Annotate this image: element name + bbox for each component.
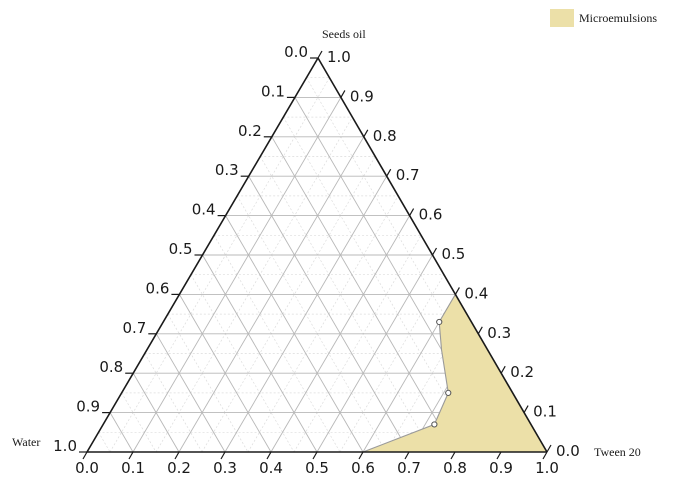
tick-label-bottom: 0.0 [75, 459, 99, 477]
tick-right [454, 287, 460, 295]
tick-label-right: 0.1 [533, 403, 557, 421]
tick-label-right: 0.2 [510, 363, 534, 381]
tick-bottom [128, 451, 134, 460]
tick-right [317, 50, 323, 59]
minor-grid-line-water [98, 432, 111, 453]
tick-label-right: 0.6 [419, 206, 443, 224]
tick-label-bottom: 0.4 [259, 459, 283, 477]
legend-swatch [550, 9, 574, 27]
tick-right [386, 168, 392, 177]
vertex-label-right: Tween 20 [594, 445, 641, 459]
tick-label-left: 0.5 [169, 240, 193, 258]
minor-grid-line-water [167, 313, 249, 453]
major-grid [109, 96, 525, 453]
vertex-label-top: Seeds oil [322, 27, 366, 41]
tick-label-bottom: 1.0 [535, 459, 559, 477]
tick-bottom [542, 451, 548, 460]
grid-line-water [109, 412, 134, 453]
tick-label-left: 0.1 [261, 82, 285, 100]
tick-label-right: 0.8 [373, 127, 397, 145]
grid-line-water [248, 175, 410, 453]
minor-grid-line-tween [293, 235, 422, 453]
microemulsion-region [363, 294, 547, 452]
tick-right [523, 405, 529, 413]
tick-label-right: 0.3 [487, 324, 511, 342]
tick-labels: 0.0 0.0 0.0 0.1 0.1 0.1 0.2 0.2 0.2 0.3 0.3 0.3 0.4 0… [53, 43, 580, 477]
tick-label-bottom: 0.8 [443, 459, 467, 477]
grid-line-tween [316, 254, 433, 453]
minor-grid-line-water [190, 274, 295, 453]
minor-grid-line-water [213, 235, 341, 453]
tick-label-right: 1.0 [327, 48, 351, 66]
legend-label: Microemulsions [579, 11, 657, 25]
minor-grid-line-tween [155, 116, 353, 453]
tick-label-right: 0.0 [556, 442, 580, 460]
tick-label-left: 0.8 [99, 358, 123, 376]
tick-bottom [174, 451, 180, 460]
tick-bottom [450, 451, 456, 460]
minor-grid-line-water [144, 353, 203, 453]
tick-bottom [312, 451, 318, 460]
grid-line-tween [132, 97, 342, 453]
minor-grid-line-tween [201, 156, 376, 453]
tick-label-right: 0.9 [350, 87, 374, 105]
microemulsion-region-layer [362, 294, 547, 453]
tick-right [363, 129, 369, 138]
minor-grid-line-water [283, 116, 479, 453]
tick-label-bottom: 0.1 [121, 459, 145, 477]
tick-label-left: 0.9 [76, 398, 100, 416]
tick-label-left: 0.3 [215, 161, 239, 179]
tick-label-bottom: 0.5 [305, 459, 329, 477]
minor-grid-line-tween [247, 195, 399, 453]
tick-bottom [266, 451, 272, 460]
grid-line-tween [224, 175, 388, 453]
tick-label-bottom: 0.3 [213, 459, 237, 477]
tick-label-right: 0.5 [442, 245, 466, 263]
tick-bottom [82, 451, 88, 460]
boundary-point [431, 421, 438, 428]
grid-line-water [132, 372, 180, 453]
tick-label-left: 0.0 [284, 43, 308, 61]
region-boundary [362, 294, 456, 453]
tick-label-right: 0.4 [464, 284, 488, 302]
vertex-label-left: Water [12, 435, 40, 449]
tick-label-right: 0.7 [396, 166, 420, 184]
boundary-point [445, 389, 452, 396]
minor-grid-line-water [121, 392, 157, 453]
tick-label-bottom: 0.2 [167, 459, 191, 477]
tick-marks [79, 50, 552, 460]
tick-right [500, 365, 506, 374]
boundary-point [436, 318, 443, 326]
grid-line-water [202, 254, 318, 453]
tick-right [431, 247, 438, 256]
tick-right [546, 444, 552, 453]
minor-grid-line-water [259, 156, 433, 453]
tick-label-bottom: 0.9 [489, 459, 513, 477]
minor-grid-line-water [236, 195, 387, 453]
minor-grid-line-tween [109, 77, 330, 453]
tick-label-left: 0.7 [122, 319, 146, 337]
tick-label-left: 0.2 [238, 122, 262, 140]
tick-bottom [496, 451, 502, 460]
tick-bottom [404, 451, 410, 460]
tick-right [340, 90, 346, 98]
minor-grid-line-tween [339, 274, 445, 453]
tick-bottom [220, 451, 226, 460]
grid-line-water [179, 294, 272, 453]
tick-bottom [358, 451, 364, 460]
tick-right [477, 326, 483, 335]
tick-label-bottom: 0.7 [397, 459, 421, 477]
tick-label-bottom: 0.6 [351, 459, 375, 477]
tick-label-left: 0.6 [146, 279, 170, 297]
tick-label-left: 1.0 [53, 437, 77, 455]
grid-line-water [155, 333, 226, 453]
tick-label-left: 0.4 [192, 201, 216, 219]
tick-right [409, 208, 415, 216]
